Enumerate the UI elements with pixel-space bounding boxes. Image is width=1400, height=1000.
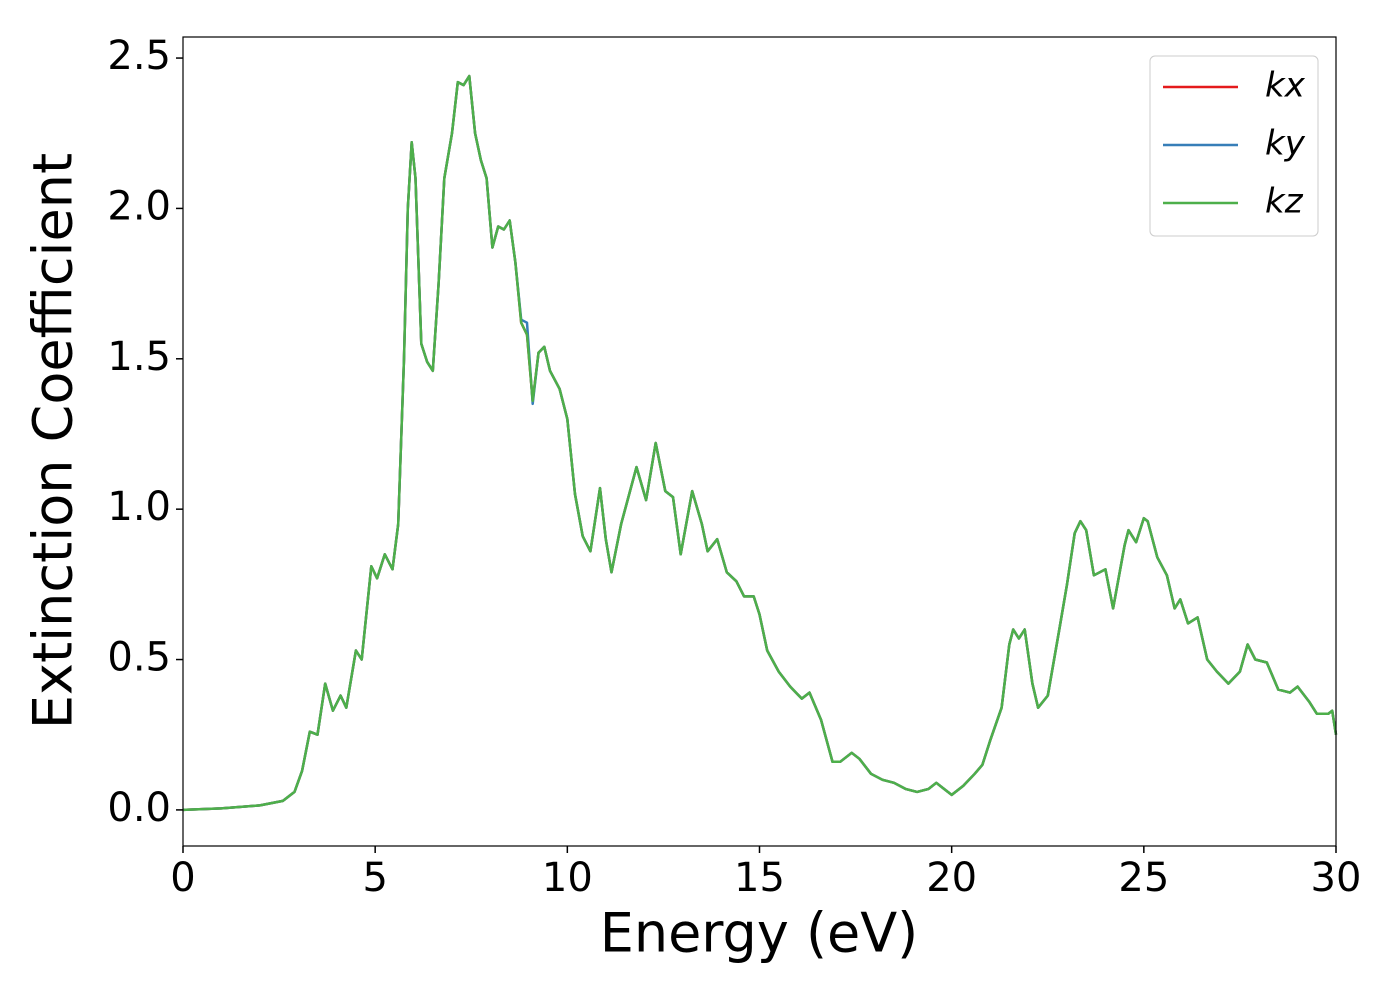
legend-label: kz [1265, 182, 1304, 222]
x-tick-label: 30 [1311, 855, 1362, 901]
x-tick-label: 5 [362, 855, 387, 901]
x-tick-label: 25 [1118, 855, 1169, 901]
y-tick-label: 1.5 [107, 334, 171, 380]
plot-frame [182, 36, 1337, 847]
legend-label: kx [1265, 66, 1306, 106]
y-tick-label: 2.0 [107, 183, 171, 229]
legend-label: ky [1265, 124, 1306, 164]
x-axis-label: Energy (eV) [600, 902, 919, 965]
y-axis-label: Extinction Coefficient [22, 153, 85, 729]
y-tick-label: 0.0 [107, 785, 171, 831]
x-tick-label: 15 [734, 855, 785, 901]
x-tick-label: 10 [542, 855, 593, 901]
y-tick-label: 0.5 [107, 635, 171, 681]
y-tick-label: 2.5 [107, 33, 171, 79]
x-tick-label: 20 [926, 855, 977, 901]
line-series [182, 74, 1338, 812]
x-tick-label: 0 [170, 855, 195, 901]
y-tick-label: 1.0 [107, 484, 171, 530]
